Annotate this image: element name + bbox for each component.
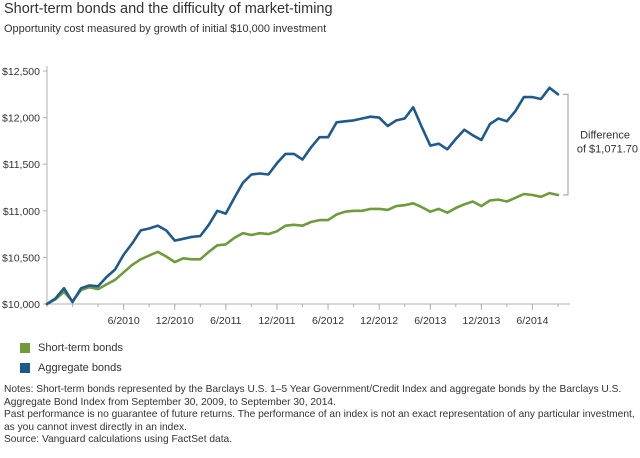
y-tick-label: $10,000 [2,299,40,311]
y-tick-label: $12,000 [2,113,40,125]
y-tick-label: $12,500 [2,66,40,78]
x-tick-label: 6/2010 [108,315,140,327]
x-tick-label: 12/2013 [462,315,500,327]
x-axis: 6/2010 12/2010 6/2011 12/2011 6/2012 12/2012 6… [46,303,570,327]
legend-swatch-aggregate [20,363,30,373]
series-lines [45,86,560,306]
chart-subtitle: Opportunity cost measured by growth of i… [4,23,327,35]
x-tick-label: 12/2011 [258,315,295,327]
notes: Notes: Short-term bonds represented by t… [4,384,636,447]
x-tick-label: 6/2014 [516,315,548,327]
x-tick-label: 6/2012 [312,315,344,327]
difference-label-line2: of $1,071.70 [577,144,638,156]
x-tick-label: 6/2011 [210,315,241,327]
line-chart: $10,000 $10,500 $11,000 $11,500 $12,000 $12,5… [2,66,638,327]
notes-disclaimer: Past performance is no guarantee of futu… [4,409,635,433]
legend: Short-term bonds Aggregate bonds [20,338,123,378]
y-tick-label: $10,500 [2,252,40,264]
x-tick-label: 6/2013 [414,315,446,327]
legend-item-aggregate: Aggregate bonds [20,358,123,378]
y-tick-label: $11,000 [3,206,40,218]
legend-label-short-term: Short-term bonds [38,342,123,354]
legend-label-aggregate: Aggregate bonds [38,362,122,374]
y-tick-label: $11,500 [3,159,40,171]
x-tick-label: 12/2010 [156,315,194,327]
short-term-bonds-line [45,191,560,306]
aggregate-bonds-line [45,86,560,306]
x-tick-label: 12/2012 [360,315,398,327]
difference-label-line1: Difference [580,130,630,142]
legend-item-short-term: Short-term bonds [20,338,123,358]
notes-index-description: Notes: Short-term bonds represented by t… [4,384,622,408]
chart-title: Short-term bonds and the difficulty of m… [4,1,333,17]
legend-swatch-short-term [20,343,30,353]
difference-annotation: Difference of $1,071.70 [563,93,638,196]
difference-bracket [563,93,569,196]
y-axis: $10,000 $10,500 $11,000 $11,500 $12,000 $12,5… [2,66,48,311]
notes-source: Source: Vanguard calculations using Fact… [4,434,233,446]
